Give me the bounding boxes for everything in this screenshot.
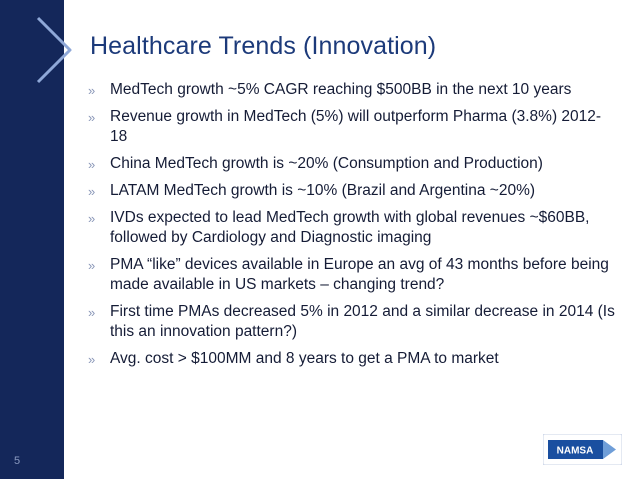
left-accent-band: [0, 0, 64, 479]
bullet-text: China MedTech growth is ~20% (Consumptio…: [110, 155, 543, 172]
list-item: » China MedTech growth is ~20% (Consumpti…: [88, 154, 618, 174]
list-item: » PMA “like” devices available in Europe …: [88, 255, 618, 295]
list-item: » IVDs expected to lead MedTech growth wi…: [88, 208, 618, 248]
list-item: » First time PMAs decreased 5% in 2012 an…: [88, 302, 618, 342]
bullet-marker: »: [88, 211, 96, 226]
bullet-text: LATAM MedTech growth is ~10% (Brazil and…: [110, 182, 536, 199]
slide-title: Healthcare Trends (Innovation): [90, 32, 437, 60]
list-item: » MedTech growth ~5% CAGR reaching $500BB…: [88, 80, 618, 100]
list-item: » Avg. cost > $100MM and 8 years to get a…: [88, 349, 618, 369]
list-item: » Revenue growth in MedTech (5%) will out…: [88, 107, 618, 147]
bullet-marker: »: [88, 83, 96, 98]
page-number: 5: [14, 455, 21, 467]
bullet-text: IVDs expected to lead MedTech growth wit…: [110, 209, 590, 246]
bullet-text: MedTech growth ~5% CAGR reaching $500BB …: [110, 81, 572, 98]
bullet-marker: »: [88, 352, 96, 367]
bullet-marker: »: [88, 184, 96, 199]
bullet-text: Revenue growth in MedTech (5%) will outp…: [110, 108, 602, 145]
bullet-marker: »: [88, 258, 96, 273]
bullet-marker: »: [88, 110, 96, 125]
chevron-icon: [36, 16, 72, 84]
bullet-list: » MedTech growth ~5% CAGR reaching $500BB…: [88, 80, 618, 376]
bullet-marker: »: [88, 157, 96, 172]
namsa-logo: NAMSA: [543, 434, 622, 465]
bullet-text: PMA “like” devices available in Europe a…: [110, 256, 609, 293]
list-item: » LATAM MedTech growth is ~10% (Brazil an…: [88, 181, 618, 201]
logo-text: NAMSA: [557, 446, 594, 457]
bullet-text: First time PMAs decreased 5% in 2012 and…: [110, 303, 615, 340]
bullet-text: Avg. cost > $100MM and 8 years to get a …: [110, 350, 499, 367]
bullet-marker: »: [88, 305, 96, 320]
